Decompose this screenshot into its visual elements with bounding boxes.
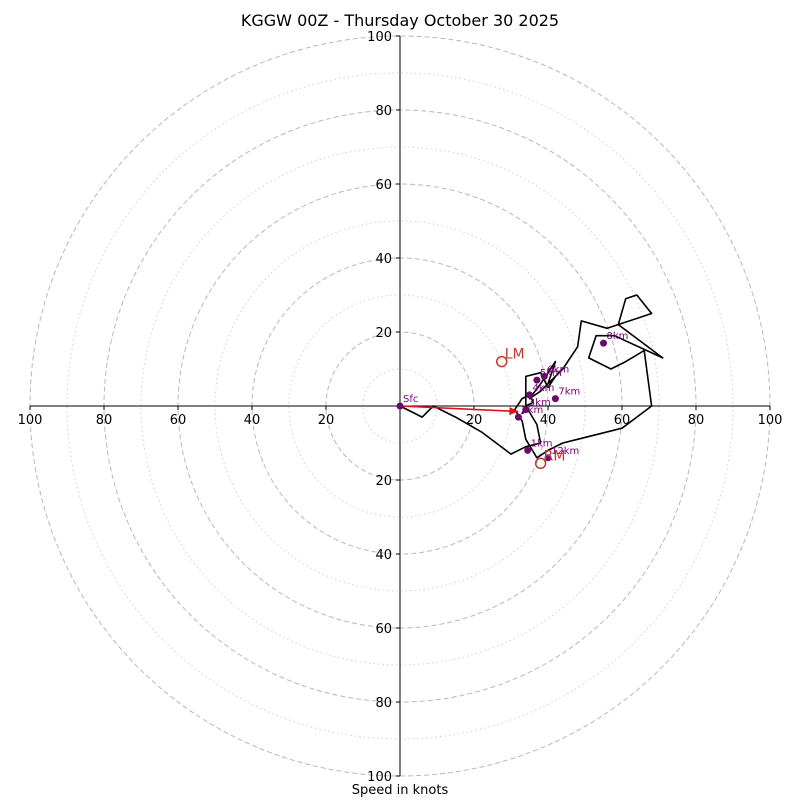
height-marker-6km (540, 372, 548, 380)
height-marker-1km (524, 446, 532, 454)
y-tick-label: 20 (375, 474, 392, 489)
height-marker-4km (526, 391, 533, 399)
height-marker-12km (544, 454, 552, 462)
height-label-2km: 2km (521, 405, 543, 416)
tick-labels: 100 100 80 80 60 60 40 40 20 20 20 20 40 40 60 60 80 80 10… (18, 30, 783, 785)
y-tick-label: 60 (375, 178, 392, 193)
y-tick-label: 80 (375, 696, 392, 711)
height-label-1km: 1km (531, 438, 553, 449)
x-tick-label: 100 (758, 413, 783, 428)
x-tick-label: 100 (18, 413, 43, 428)
motion-marker-rm (534, 457, 547, 470)
y-tick-label: 40 (375, 548, 392, 563)
y-tick-label: 100 (367, 30, 392, 45)
x-tick-label: 80 (688, 413, 705, 428)
x-tick-label: 20 (318, 413, 335, 428)
hodograph-trace (399, 294, 664, 459)
x-axis-label: Speed in knots (351, 783, 449, 798)
y-tick-label: 40 (375, 252, 392, 267)
height-marker-5km (533, 376, 541, 384)
x-tick-label: 60 (614, 413, 631, 428)
x-tick-label: 40 (540, 413, 557, 428)
y-tick-label: 100 (367, 770, 392, 785)
motion-marker-lm (496, 355, 508, 368)
height-label-3km: 3km (529, 398, 551, 409)
x-tick-label: 40 (244, 413, 261, 428)
height-label-6km: 6km (547, 364, 569, 375)
storm-arrow-group (399, 405, 519, 416)
chart-title: KGGW 00Z - Thursday October 30 2025 (240, 11, 560, 30)
height-marker-sfc (396, 402, 404, 410)
height-label-4km: 4km (533, 383, 555, 394)
x-tick-label: 60 (170, 413, 187, 428)
height-label-5km: 5km (540, 368, 562, 379)
storm-vector-arrowhead (509, 407, 519, 416)
motion-label-lm: LM (505, 347, 525, 363)
height-marker-2km (514, 413, 522, 421)
y-tick-label: 20 (375, 326, 392, 341)
height-label-12km: 12km (551, 446, 579, 457)
height-label-8km: 8km (607, 331, 629, 342)
height-marker-8km (600, 339, 607, 347)
y-tick-label: 80 (375, 104, 392, 119)
storm-motion-markers: LM RM (496, 347, 566, 470)
hodograph-trace-group (399, 294, 664, 459)
height-marker-3km (522, 406, 530, 414)
height-label-sfc: Sfc (403, 394, 418, 405)
x-tick-label: 80 (96, 413, 113, 428)
storm-vector-arrow (399, 405, 519, 413)
height-marker-7km (551, 395, 559, 403)
x-tick-label: 20 (466, 413, 483, 428)
height-label-7km: 7km (558, 387, 580, 398)
motion-label-rm: RM (544, 448, 566, 464)
y-tick-label: 60 (375, 622, 392, 637)
